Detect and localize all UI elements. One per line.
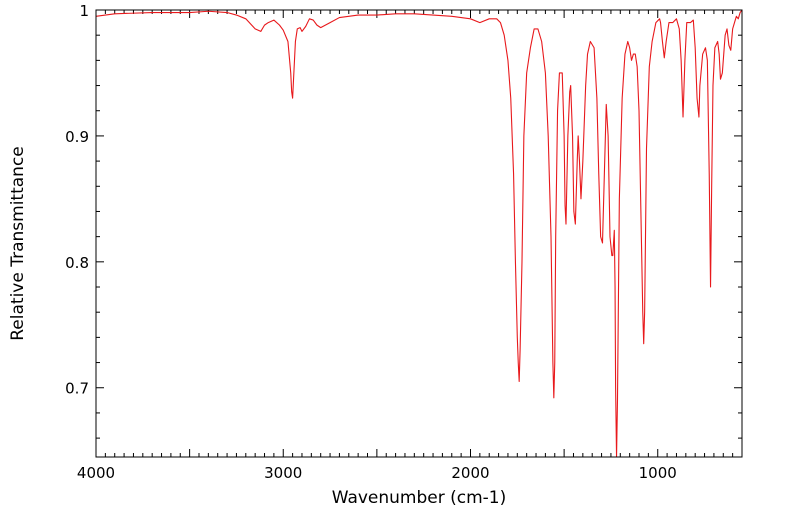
plot-area-frame [95, 9, 743, 458]
y-tick-label: 0.9 [65, 128, 89, 146]
axis-tick-labels: 4000 3000 2000 1000 0.7 0.8 0.9 1 [65, 2, 677, 482]
axis-ticks [95, 9, 743, 457]
transmittance-series-line [95, 9, 743, 458]
x-tick-label: 2000 [451, 464, 489, 482]
x-tick-label: 4000 [77, 464, 115, 482]
y-tick-label: 0.8 [65, 254, 89, 272]
x-tick-label: 1000 [639, 464, 677, 482]
x-axis-title: Wavenumber (cm-1) [332, 488, 507, 508]
x-tick-label: 3000 [264, 464, 302, 482]
y-tick-label: 0.7 [65, 380, 89, 398]
y-tick-label: 1 [79, 2, 89, 20]
y-axis-title: Relative Transmittance [8, 146, 28, 341]
